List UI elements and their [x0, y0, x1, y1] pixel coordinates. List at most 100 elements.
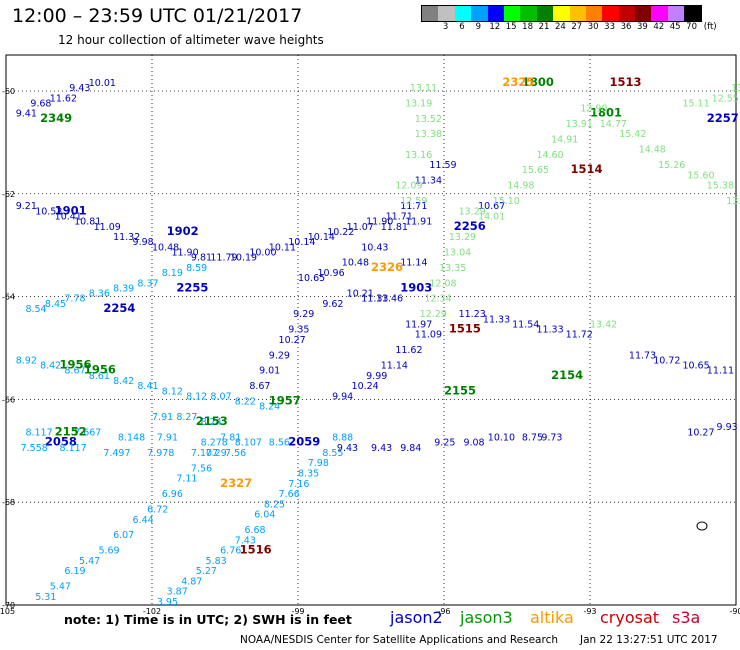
wave-height-value: 8.148: [118, 433, 145, 444]
wave-height-value: 10.01: [89, 78, 116, 89]
wave-height-value: 8.67: [64, 366, 85, 377]
legend-tick-label: 33: [604, 22, 616, 32]
wave-height-value: 13.29: [459, 206, 486, 217]
wave-height-value: 7.66: [279, 489, 300, 500]
map-subtitle: 12 hour collection of altimeter wave hei…: [58, 33, 324, 47]
wave-height-value: 8.07: [210, 391, 231, 402]
pass-time-label: 1901: [55, 203, 87, 217]
wave-height-value: 8.12: [162, 386, 183, 397]
pass-time-label: 2155: [444, 383, 476, 397]
wave-height-value: 10.24: [352, 381, 379, 392]
wave-height-value: 15.60: [687, 170, 714, 181]
wave-height-value: 7.107: [191, 448, 218, 459]
legend-tick-label: 15: [505, 22, 517, 32]
wave-height-value: 7.56: [225, 448, 246, 459]
wave-height-value: 15.26: [658, 160, 685, 171]
wave-height-value: 6.07: [113, 530, 134, 541]
wave-height-value: 13.11: [410, 83, 437, 94]
wave-height-value: 11.11: [707, 366, 734, 377]
latitude-tick-label: -66: [2, 395, 15, 404]
wave-height-value: 14.60: [536, 150, 563, 161]
wave-height-value: 5.83: [206, 556, 227, 567]
legend-swatch: [503, 6, 521, 21]
wave-height-value: 8.42: [113, 376, 134, 387]
wave-height-value: 5.31: [35, 592, 56, 603]
wave-height-value: 8.12: [186, 391, 207, 402]
wave-height-value: 9.35: [288, 325, 309, 336]
satellite-label-jason3: jason3: [460, 608, 513, 627]
legend-swatch: [618, 6, 636, 21]
wave-height-value: 7.98: [308, 458, 329, 469]
wave-height-value: 10.81: [74, 217, 101, 228]
wave-height-value: 11.71: [400, 201, 427, 212]
pass-time-label: 2059: [288, 435, 320, 449]
wave-height-value: 11.79: [210, 253, 237, 264]
wave-height-value: 10.27: [279, 335, 306, 346]
satellite-label-s3a: s3a: [672, 608, 701, 627]
wave-height-value: 7.16: [288, 479, 309, 490]
legend-tick-label: 27: [571, 22, 583, 32]
wave-height-value: 11.62: [395, 345, 422, 356]
wave-height-value: 10.19: [230, 253, 257, 264]
wave-height-value: 8.22: [235, 397, 256, 408]
pass-time-label: 1956: [84, 363, 116, 377]
wave-height-value: 13.35: [439, 263, 466, 274]
wave-height-value: 10.67: [478, 201, 505, 212]
pass-time-label: 2256: [454, 219, 486, 233]
wave-height-value: 4.87: [181, 576, 202, 587]
pass-time-label: 1902: [167, 224, 199, 238]
wave-height-value: 14.91: [551, 134, 578, 145]
legend-tick-label: 30: [587, 22, 599, 32]
wave-height-value: 9.81: [191, 253, 212, 264]
wave-height-value: 8.19: [162, 268, 183, 279]
wave-height-value: 10.21: [347, 289, 374, 300]
wave-height-value: 13.16: [405, 150, 432, 161]
wave-height-value: 8.88: [332, 433, 353, 444]
wave-height-value: 11.97: [405, 319, 432, 330]
legend-tick-label: 21: [538, 22, 550, 32]
pass-time-label: 1514: [571, 162, 603, 176]
latitude-tick-label: -68: [2, 498, 15, 507]
wave-height-value: 5.47: [79, 556, 100, 567]
wave-height-value: 8.37: [137, 278, 158, 289]
wave-height-value: 8.25: [264, 499, 285, 510]
credit-line: NOAA/NESDIS Center for Satellite Applica…: [240, 634, 558, 646]
wave-height-value: 11.62: [50, 93, 77, 104]
wave-height-value: 11.71: [386, 211, 413, 222]
wave-height-value: 11.72: [566, 330, 593, 341]
wave-height-value: 10.96: [317, 268, 344, 279]
wave-height-value: 15.65: [522, 165, 549, 176]
legend-tick-label: 39: [636, 22, 648, 32]
wave-height-value: 10.11: [269, 242, 296, 253]
wave-height-value: 10.48: [342, 258, 369, 269]
wave-height-value: 7.558: [21, 443, 48, 454]
footer-note: note: 1) Time is in UTC; 2) SWH is in fe…: [64, 612, 352, 627]
wave-height-value: 5.69: [98, 546, 119, 557]
wave-height-value: 11.81: [381, 222, 408, 233]
wave-height-value: 13.42: [590, 319, 617, 330]
pass-time-label: 2257: [707, 111, 739, 125]
wave-height-value: 12.34: [425, 294, 452, 305]
wave-height-value: 10.65: [298, 273, 325, 284]
wave-height-value: 9.29: [269, 350, 290, 361]
wave-height-value: 6.96: [162, 489, 183, 500]
satellite-label-jason2: jason2: [390, 608, 443, 627]
wave-height-value: 11.09: [415, 330, 442, 341]
generation-timestamp: Jan 22 13:27:51 UTC 2017: [580, 634, 718, 646]
wave-height-value: 8.35: [298, 468, 319, 479]
wave-height-value: 8.117: [25, 427, 52, 438]
longitude-tick-label: -93: [583, 607, 596, 616]
wave-height-value: 11.54: [512, 319, 539, 330]
satellite-label-cryosat: cryosat: [600, 608, 660, 627]
wave-height-value: 8.59: [186, 263, 207, 274]
legend-swatch: [651, 6, 668, 21]
wave-height-value: 13.29: [449, 232, 476, 243]
pass-time-label: 2154: [551, 368, 583, 382]
wave-height-value: 8.278: [201, 438, 228, 449]
wave-height-value: 8.36: [89, 289, 110, 300]
pass-time-label: 2254: [103, 301, 135, 315]
wave-height-value: 9.43: [371, 443, 392, 454]
wave-height-value: 11.91: [405, 217, 432, 228]
pass-time-label: 2349: [40, 111, 72, 125]
legend-swatch: [553, 6, 570, 21]
